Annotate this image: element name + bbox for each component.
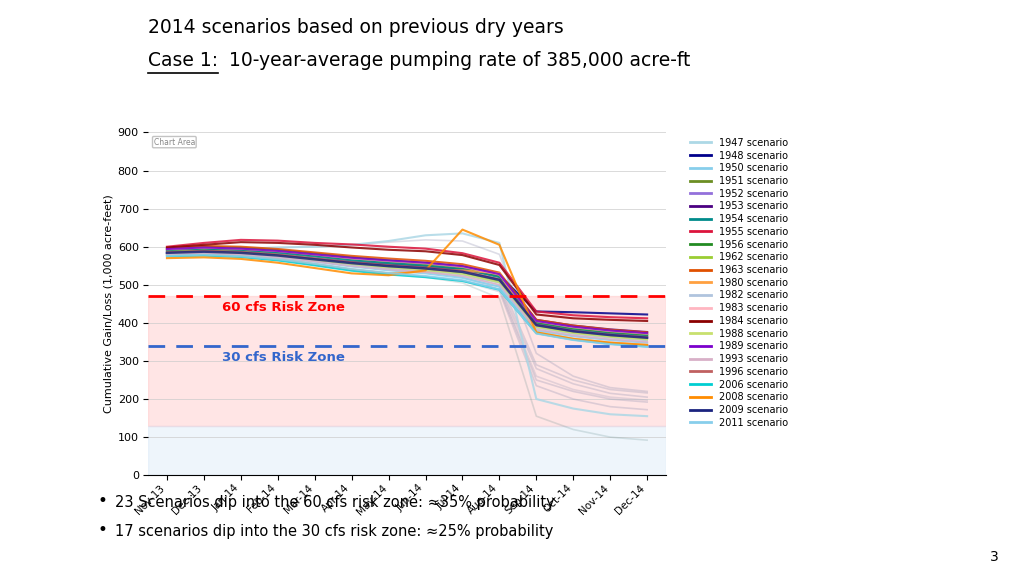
Text: 60 cfs Risk Zone: 60 cfs Risk Zone: [222, 301, 345, 314]
Bar: [148, 296, 666, 426]
Text: 17 scenarios dip into the 30 cfs risk zone: ≈25% probability: 17 scenarios dip into the 30 cfs risk zo…: [115, 524, 553, 539]
Y-axis label: Cumulative Gain/Loss (1,000 acre-feet): Cumulative Gain/Loss (1,000 acre-feet): [103, 195, 114, 413]
Legend: 1947 scenario, 1948 scenario, 1950 scenario, 1951 scenario, 1952 scenario, 1953 : 1947 scenario, 1948 scenario, 1950 scena…: [686, 134, 793, 431]
Text: 23 Scenarios dip into the 60 cfs risk zone: ≈35% probability: 23 Scenarios dip into the 60 cfs risk zo…: [115, 495, 554, 510]
Text: Chart Area: Chart Area: [154, 138, 195, 147]
Text: 2014 scenarios based on previous dry years: 2014 scenarios based on previous dry yea…: [148, 18, 564, 37]
Bar: [148, 426, 666, 475]
Text: •: •: [97, 492, 108, 510]
Text: 30 cfs Risk Zone: 30 cfs Risk Zone: [222, 351, 345, 364]
Text: Case 1:: Case 1:: [148, 51, 218, 70]
Text: 10-year-average pumping rate of 385,000 acre-ft: 10-year-average pumping rate of 385,000 …: [223, 51, 690, 70]
Text: •: •: [97, 521, 108, 539]
Text: 3: 3: [989, 551, 998, 564]
